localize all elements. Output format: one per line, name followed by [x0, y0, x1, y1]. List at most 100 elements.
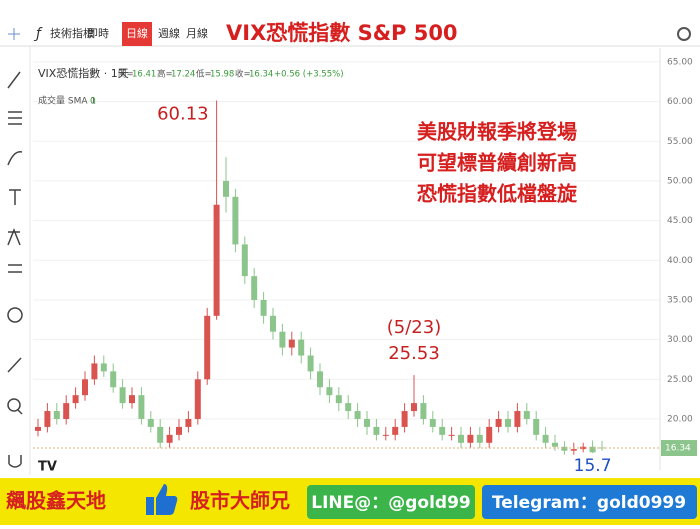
candle-body [514, 411, 521, 427]
ohlc-key: 低= [196, 69, 212, 80]
y-tick-label: 65.00 [667, 57, 693, 67]
change-value: +0.56 (+3.55%) [274, 70, 344, 80]
thumb-icon [146, 484, 178, 515]
line-id[interactable]: LINE@：@gold99 [311, 493, 471, 513]
crosshair-icon[interactable] [8, 28, 20, 40]
y-tick-label: 45.00 [667, 216, 693, 226]
candle-body [448, 434, 455, 436]
candle-body [223, 180, 229, 197]
candle-body [138, 395, 145, 419]
interval-button[interactable]: 日線 [126, 26, 148, 40]
ohlc-key: 收= [235, 69, 251, 80]
candle-body [298, 339, 305, 356]
candle-body [523, 411, 530, 419]
y-tick-label: 35.00 [667, 295, 693, 305]
settings-icon[interactable] [677, 27, 691, 41]
candle-body [542, 434, 549, 443]
candle-body [411, 403, 417, 412]
peak-label: 25.53 [388, 343, 440, 364]
candle-body [119, 387, 126, 404]
candle-body [486, 426, 493, 443]
candle-body [53, 411, 60, 419]
annotation: 美股財報季將登場 [417, 120, 577, 144]
line-box[interactable] [307, 485, 475, 519]
y-tick-label: 30.00 [667, 335, 693, 345]
candle-body [561, 446, 568, 451]
candle-body [589, 446, 596, 453]
ohlc-key: 高= [157, 69, 173, 80]
candle-body [570, 449, 577, 451]
candle-body [176, 426, 182, 435]
y-tick-label: 55.00 [667, 137, 693, 147]
candle-body [533, 418, 540, 435]
candle-body [100, 363, 107, 372]
candle-body [382, 434, 389, 436]
ohlc-value: 16.34 [249, 70, 273, 80]
candle-body [580, 446, 587, 450]
candle-body [204, 315, 211, 380]
candle-body [364, 418, 370, 427]
last-price-tag [661, 440, 697, 457]
ohlc-value: 15.98 [210, 70, 234, 80]
candle-body [326, 387, 333, 396]
banner-name: 股市大師兄 [190, 489, 290, 513]
low-label: 15.7 [574, 456, 612, 476]
candle-body [232, 196, 239, 245]
candle-body [401, 411, 408, 427]
candle-body [110, 371, 117, 388]
candle-body [495, 418, 502, 427]
indicators-button[interactable]: 技術指標 [50, 26, 94, 40]
interval-button[interactable]: 即時 [87, 27, 109, 40]
candle-body [91, 363, 98, 380]
candle-body [260, 299, 267, 316]
fx-icon[interactable]: ƒ [33, 26, 43, 42]
candle-body [270, 315, 276, 332]
candle-body [439, 426, 446, 435]
volume-value: 0 [90, 97, 96, 107]
chart-title: VIX恐慌指數 S&P 500 [226, 21, 458, 45]
candle-body [552, 442, 558, 447]
candle-body [35, 426, 41, 431]
candle-body [279, 331, 286, 348]
candle-body [157, 426, 164, 443]
banner-brand: 飆股鑫天地 [6, 489, 106, 513]
interval-button[interactable]: 月線 [186, 26, 208, 40]
candle-body [194, 379, 201, 419]
volume-label: 成交量 SMA 1 [38, 95, 96, 107]
candle-body [251, 276, 258, 300]
candle-body [129, 395, 135, 404]
candle-body [429, 418, 436, 427]
annotation: 可望標普續創新高 [417, 151, 577, 175]
drawing-tools[interactable] [7, 71, 23, 468]
tv-logo: TV [38, 460, 57, 475]
candle-body [317, 371, 323, 388]
candle-body [476, 434, 483, 443]
candle-body [213, 204, 220, 316]
annotation: 恐慌指數低檔盤旋 [417, 182, 578, 206]
last-price-label: 16.34 [665, 444, 691, 454]
y-tick-label: 40.00 [667, 256, 693, 266]
candle-body [185, 418, 192, 427]
candle-body [345, 403, 352, 412]
y-tick-label: 60.00 [667, 97, 693, 107]
candle-body [467, 434, 474, 443]
ohlc-value: 16.41 [132, 70, 156, 80]
candle-body [420, 403, 427, 419]
symbol-label: VIX恐慌指數 · 1天 [38, 66, 129, 80]
y-tick-label: 50.00 [667, 176, 693, 186]
telegram-id[interactable]: Telegram：gold0999 [492, 493, 686, 513]
candle-body [72, 395, 79, 404]
interval-button[interactable]: 週線 [158, 26, 180, 40]
telegram-box[interactable] [482, 485, 697, 519]
y-tick-label: 20.00 [667, 414, 693, 424]
candle-body [505, 418, 511, 427]
ohlc-value: 17.24 [171, 70, 195, 80]
candle-body [335, 395, 342, 404]
active-interval-bg [122, 22, 152, 46]
candle-body [82, 379, 88, 396]
y-tick-label: 25.00 [667, 375, 693, 385]
candle-body [458, 434, 464, 443]
candle-body [63, 403, 70, 419]
